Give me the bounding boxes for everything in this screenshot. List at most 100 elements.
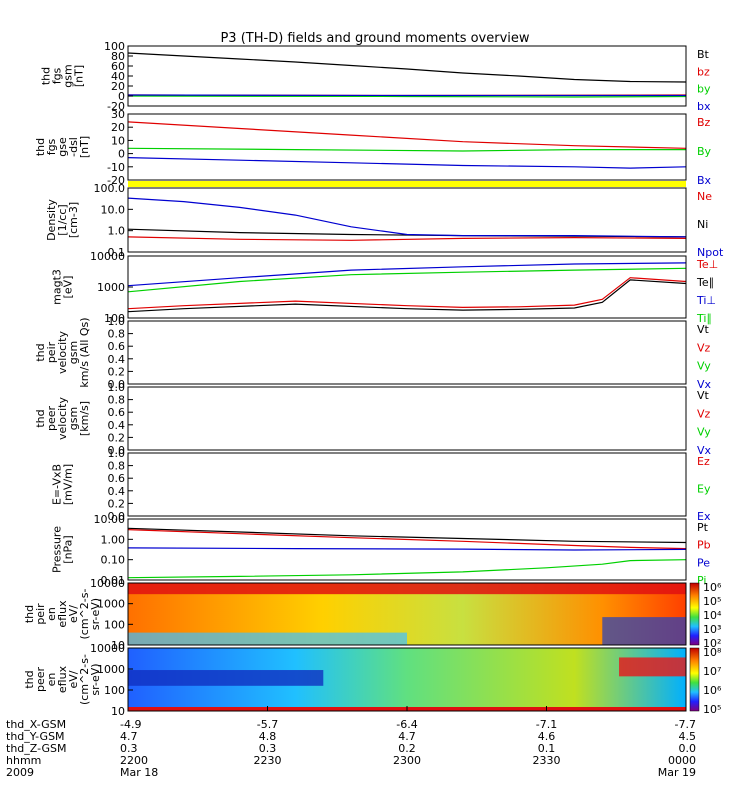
ytick-label: 0.6 bbox=[108, 472, 126, 485]
panel-p3: 100.0 10.0 1.0 0.1 Density[1/cc][cm-3] Ne Ni Np… bbox=[45, 182, 724, 259]
footer-value: Mar 18 bbox=[120, 766, 158, 779]
colorbar-tick: 10⁵ bbox=[703, 703, 721, 716]
ylabel-p2: [nT] bbox=[78, 136, 91, 158]
ylabel-p9: en bbox=[45, 607, 58, 621]
footer-value: 0.3 bbox=[259, 742, 277, 755]
ytick-label: 0.0 bbox=[108, 510, 126, 523]
footer-value: 4.7 bbox=[120, 730, 138, 743]
footer-value: 0.0 bbox=[679, 742, 697, 755]
ylabel-p1: thd bbox=[40, 67, 53, 85]
colorbar-tick: 10⁷ bbox=[703, 665, 721, 678]
legend-entry: Vt bbox=[697, 389, 710, 402]
ylabel-p6: peer bbox=[45, 406, 58, 432]
ylabel-p7: [mV/m] bbox=[62, 464, 75, 505]
ylabel-p3: [1/cc] bbox=[56, 204, 69, 235]
frame-p9 bbox=[127, 582, 687, 646]
ytick-label: 10 bbox=[111, 134, 125, 147]
footer-value: 2300 bbox=[393, 754, 421, 767]
ytick-label: -20 bbox=[107, 100, 125, 113]
panel-p4: 10000 1000 100 magt3[eV] Te⊥ Te∥ Ti⊥ Ti∥ bbox=[51, 250, 719, 325]
ytick-label: 1000 bbox=[97, 598, 125, 611]
colorbar-tick: 10³ bbox=[703, 623, 721, 636]
series-line-p3-Npot bbox=[127, 197, 687, 238]
ylabel-p9: sr-eV) bbox=[89, 598, 102, 630]
legend-entry: Vy bbox=[697, 426, 711, 439]
legend-entry: Bx bbox=[697, 174, 712, 187]
panel-p8: 10.00 1.00 0.10 0.01 Pressure[nPa] Pt Pb Pe Pi bbox=[51, 513, 711, 587]
ylabel-p8: Pressure bbox=[51, 526, 64, 573]
series-line-p1-by bbox=[127, 95, 687, 98]
ytick-label: 10 bbox=[111, 705, 125, 718]
ytick-label: 0.6 bbox=[108, 406, 126, 419]
ylabel-p7: E=-VxB bbox=[51, 464, 64, 505]
ylabel-p10: peer bbox=[34, 667, 47, 693]
legend-entry: By bbox=[697, 145, 712, 158]
ylabel-p8: [nPa] bbox=[62, 535, 75, 563]
frame-p3 bbox=[127, 187, 687, 253]
series-line-p1-Bt bbox=[127, 52, 687, 83]
ytick-label: 0.10 bbox=[101, 554, 126, 567]
colorbar-p9 bbox=[689, 582, 700, 646]
legend-entry: Bt bbox=[697, 48, 710, 61]
legend-entry: Ey bbox=[697, 483, 711, 496]
footer-label: hhmm bbox=[6, 754, 41, 767]
ytick-label: -20 bbox=[107, 174, 125, 187]
colorbar-tick: 10⁴ bbox=[703, 609, 722, 622]
ytick-label: 100 bbox=[104, 618, 125, 631]
ytick-label: 20 bbox=[111, 80, 125, 93]
legend-entry: Vy bbox=[697, 360, 711, 373]
footer-value: -4.9 bbox=[120, 718, 141, 731]
ytick-label: 0.8 bbox=[108, 394, 126, 407]
series-line-p2-Bx bbox=[127, 157, 687, 169]
ytick-label: 10.0 bbox=[101, 203, 126, 216]
legend-entry: Pe bbox=[697, 556, 710, 569]
heatmap-band-red bbox=[619, 657, 686, 677]
legend-entry: Ex bbox=[697, 510, 711, 523]
legend-entry: by bbox=[697, 83, 711, 96]
legend-entry: Ti∥ bbox=[696, 312, 712, 325]
ytick-label: 60 bbox=[111, 60, 125, 73]
ytick-label: 0.0 bbox=[108, 444, 126, 457]
ylabel-p6: thd bbox=[34, 409, 47, 427]
ylabel-p5: thd bbox=[34, 343, 47, 361]
legend-entry: Bz bbox=[697, 116, 711, 129]
ylabel-p6: gsm bbox=[67, 407, 80, 430]
footer-value: 4.7 bbox=[398, 730, 416, 743]
ytick-label: 1.0 bbox=[108, 381, 126, 394]
colorbar-tick: 10² bbox=[703, 637, 721, 650]
series-line-p2-Bz bbox=[127, 121, 687, 149]
series-line-p2-By bbox=[127, 147, 686, 152]
footer-value: 2230 bbox=[254, 754, 282, 767]
colorbar-tick: 10⁶ bbox=[703, 581, 722, 594]
ylabel-p9: peir bbox=[34, 603, 47, 625]
legend-entry: Pi bbox=[697, 574, 706, 587]
ylabel-p10: (cm^2-s- bbox=[78, 654, 91, 705]
colorbar-tick: 10⁶ bbox=[703, 684, 722, 697]
ytick-label: 1.00 bbox=[101, 533, 126, 546]
ylabel-p3: Density bbox=[45, 199, 58, 241]
frame-p8 bbox=[127, 518, 687, 581]
frame-p2 bbox=[127, 113, 687, 181]
ytick-label: 10000 bbox=[90, 250, 125, 263]
ytick-label: 10.00 bbox=[94, 513, 126, 526]
series-line-p3-Ne bbox=[127, 236, 687, 241]
ytick-label: 10000 bbox=[90, 577, 125, 590]
ytick-label: 100 bbox=[104, 684, 125, 697]
ytick-label: 0.01 bbox=[101, 574, 126, 587]
ylabel-p10: thd bbox=[23, 670, 36, 688]
ylabel-p1: [nT] bbox=[73, 65, 86, 87]
series-line-p4-Ti∥ bbox=[127, 267, 687, 293]
ytick-label: 0.4 bbox=[108, 353, 126, 366]
panel-p6: 1.00.80.60.40.20.0thdpeervelocitygsm[km/… bbox=[34, 381, 712, 457]
ytick-label: 10000 bbox=[90, 642, 125, 655]
ylabel-p5: peir bbox=[45, 341, 58, 363]
ytick-label: 1000 bbox=[97, 663, 125, 676]
footer-value: -7.1 bbox=[536, 718, 557, 731]
ylabel-p5: gsm bbox=[67, 341, 80, 364]
ylabel-p10: sr-eV) bbox=[89, 663, 102, 695]
ytick-label: 10 bbox=[111, 639, 125, 652]
ytick-label: 40 bbox=[111, 70, 125, 83]
ytick-label: 1.0 bbox=[108, 225, 126, 238]
ytick-label: 100 bbox=[104, 312, 125, 325]
